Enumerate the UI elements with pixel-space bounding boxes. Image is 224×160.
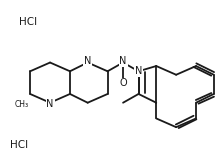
Text: N: N [84,56,91,66]
Text: O: O [119,79,127,88]
Text: N: N [135,66,142,76]
Text: N: N [119,56,127,66]
Text: HCl: HCl [19,17,37,27]
Text: HCl: HCl [10,140,28,150]
Text: CH₃: CH₃ [14,100,28,109]
Text: N: N [46,100,54,109]
